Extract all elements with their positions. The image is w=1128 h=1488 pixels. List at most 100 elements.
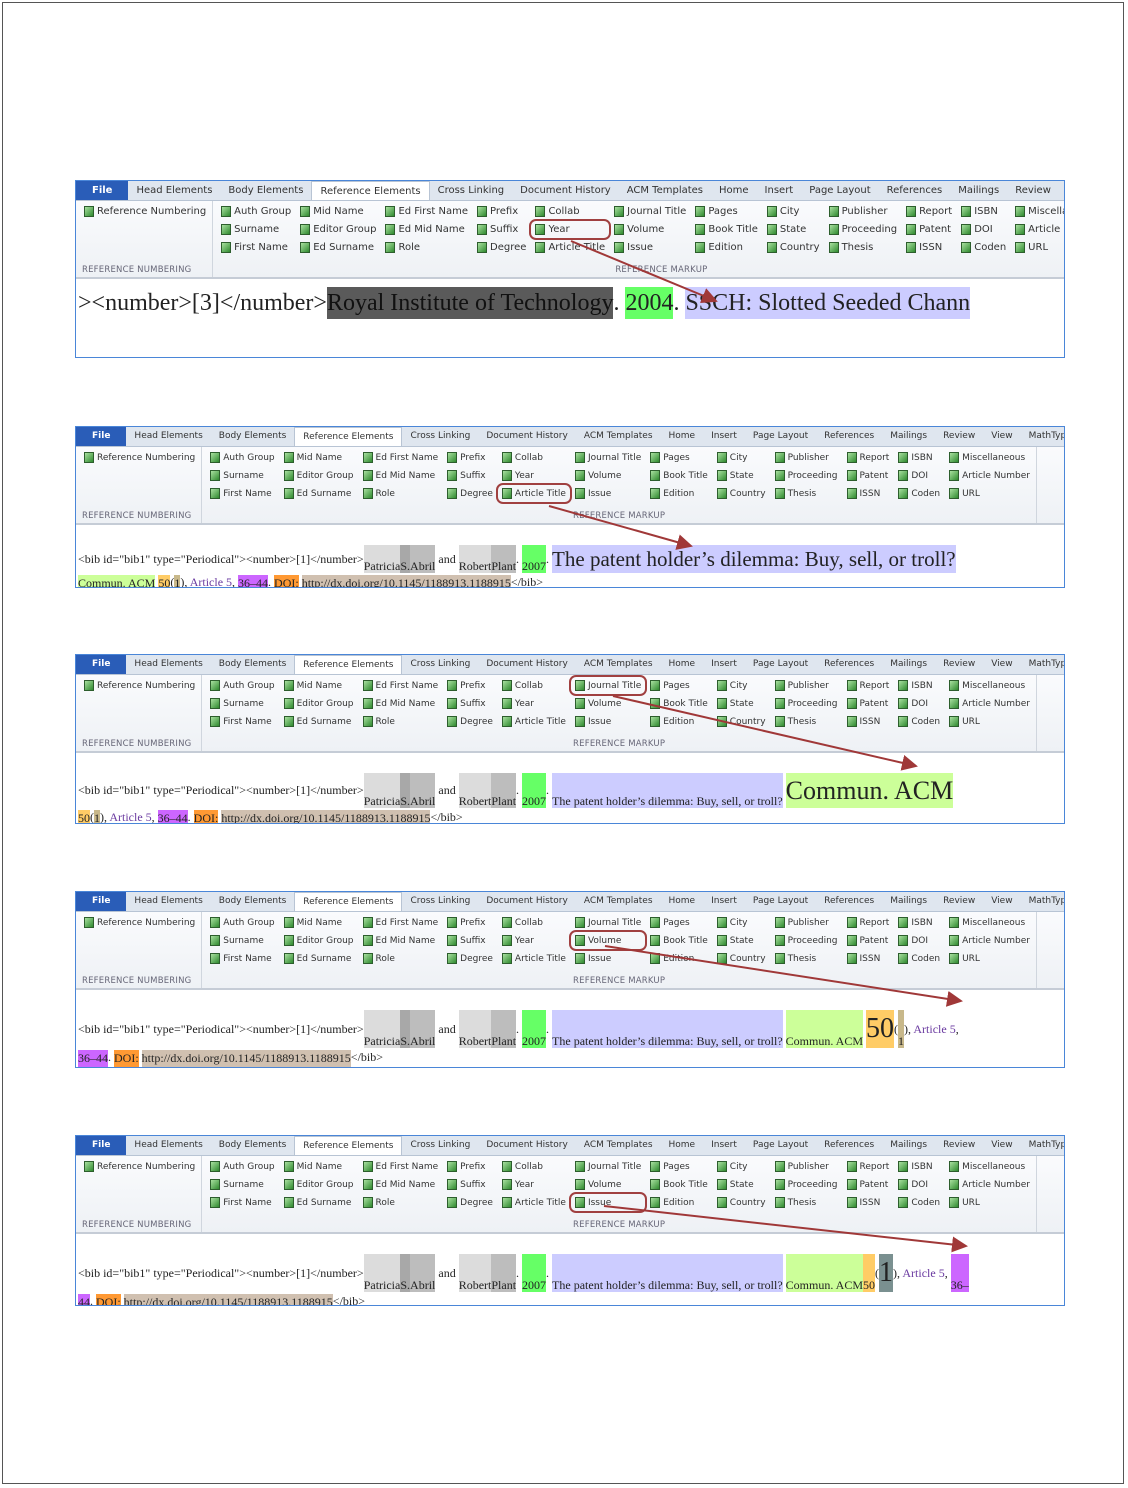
ed-first-name-button[interactable]: Ed First Name xyxy=(361,916,441,929)
tab-home[interactable]: Home xyxy=(668,659,696,669)
article-number-button[interactable]: Article Number xyxy=(947,1178,1032,1191)
tab-review[interactable]: Review xyxy=(943,431,976,441)
tab-acm-templates[interactable]: ACM Templates xyxy=(583,1140,653,1150)
tab-head-elements[interactable]: Head Elements xyxy=(134,1140,203,1150)
year-button[interactable]: Year xyxy=(500,1178,568,1191)
degree-button[interactable]: Degree xyxy=(445,487,495,500)
tab-mailings[interactable]: Mailings xyxy=(890,896,928,906)
patent-button[interactable]: Patent xyxy=(845,1178,892,1191)
tab-mathtype[interactable]: MathType xyxy=(1028,431,1064,441)
article-number-button[interactable]: Article Number xyxy=(947,934,1032,947)
auth-group-button[interactable]: Auth Group xyxy=(208,451,276,464)
edition-button[interactable]: Edition xyxy=(648,715,710,728)
issn-button[interactable]: ISSN xyxy=(845,715,892,728)
tab-file[interactable]: File xyxy=(76,427,127,446)
document-body[interactable]: <bib id="bib1" type="Periodical"><number… xyxy=(76,990,1064,1067)
thesis-button[interactable]: Thesis xyxy=(827,241,899,254)
tab-review[interactable]: Review xyxy=(943,896,976,906)
tab-reference-elements[interactable]: Reference Elements xyxy=(294,427,403,446)
pages-button[interactable]: Pages xyxy=(648,679,710,692)
volume-button[interactable]: Volume xyxy=(568,930,648,951)
document-body[interactable]: <bib id="bib1" type="Periodical"><number… xyxy=(76,525,1064,587)
volume-button[interactable]: Volume xyxy=(573,1178,643,1191)
suffix-button[interactable]: Suffix xyxy=(445,469,495,482)
country-button[interactable]: Country xyxy=(715,487,768,500)
edition-button[interactable]: Edition xyxy=(693,241,760,254)
role-button[interactable]: Role xyxy=(383,241,470,254)
pages-button[interactable]: Pages xyxy=(648,916,710,929)
tab-mathtype[interactable]: MathType xyxy=(1028,659,1064,669)
tab-body-elements[interactable]: Body Elements xyxy=(218,896,287,906)
tab-home[interactable]: Home xyxy=(668,431,696,441)
mid-name-button[interactable]: Mid Name xyxy=(298,205,378,218)
report-button[interactable]: Report xyxy=(845,916,892,929)
tab-insert[interactable]: Insert xyxy=(764,185,794,196)
miscellaneous-button[interactable]: Miscellaneous xyxy=(1013,205,1064,218)
article-title-button[interactable]: Article Title xyxy=(500,952,568,965)
issue-button[interactable]: Issue xyxy=(573,952,643,965)
degree-button[interactable]: Degree xyxy=(445,1196,495,1209)
publisher-button[interactable]: Publisher xyxy=(773,679,840,692)
auth-group-button[interactable]: Auth Group xyxy=(219,205,293,218)
ed-first-name-button[interactable]: Ed First Name xyxy=(361,451,441,464)
doi-button[interactable]: DOI xyxy=(896,934,942,947)
tab-mailings[interactable]: Mailings xyxy=(890,659,928,669)
ed-surname-button[interactable]: Ed Surname xyxy=(282,952,356,965)
prefix-button[interactable]: Prefix xyxy=(445,1160,495,1173)
isbn-button[interactable]: ISBN xyxy=(959,205,1008,218)
thesis-button[interactable]: Thesis xyxy=(773,715,840,728)
thesis-button[interactable]: Thesis xyxy=(773,1196,840,1209)
tab-mathtype[interactable]: MathType xyxy=(1028,1140,1064,1150)
proceeding-button[interactable]: Proceeding xyxy=(773,469,840,482)
book-title-button[interactable]: Book Title xyxy=(648,697,710,710)
journal-title-button[interactable]: Journal Title xyxy=(573,1160,643,1173)
ed-first-name-button[interactable]: Ed First Name xyxy=(361,1160,441,1173)
suffix-button[interactable]: Suffix xyxy=(475,223,528,236)
tab-references[interactable]: References xyxy=(824,659,875,669)
country-button[interactable]: Country xyxy=(715,715,768,728)
degree-button[interactable]: Degree xyxy=(475,241,528,254)
url-button[interactable]: URL xyxy=(947,952,1032,965)
isbn-button[interactable]: ISBN xyxy=(896,679,942,692)
publisher-button[interactable]: Publisher xyxy=(773,1160,840,1173)
publisher-button[interactable]: Publisher xyxy=(773,916,840,929)
tab-acm-templates[interactable]: ACM Templates xyxy=(583,896,653,906)
tab-head-elements[interactable]: Head Elements xyxy=(136,185,213,196)
url-button[interactable]: URL xyxy=(947,1196,1032,1209)
tab-home[interactable]: Home xyxy=(668,896,696,906)
first-name-button[interactable]: First Name xyxy=(208,1196,276,1209)
ed-surname-button[interactable]: Ed Surname xyxy=(282,1196,356,1209)
degree-button[interactable]: Degree xyxy=(445,715,495,728)
ed-mid-name-button[interactable]: Ed Mid Name xyxy=(361,1178,441,1191)
year-button[interactable]: Year xyxy=(500,934,568,947)
prefix-button[interactable]: Prefix xyxy=(445,916,495,929)
tab-head-elements[interactable]: Head Elements xyxy=(134,431,203,441)
miscellaneous-button[interactable]: Miscellaneous xyxy=(947,451,1032,464)
book-title-button[interactable]: Book Title xyxy=(648,934,710,947)
role-button[interactable]: Role xyxy=(361,1196,441,1209)
proceeding-button[interactable]: Proceeding xyxy=(773,934,840,947)
issn-button[interactable]: ISSN xyxy=(845,1196,892,1209)
url-button[interactable]: URL xyxy=(947,487,1032,500)
book-title-button[interactable]: Book Title xyxy=(648,469,710,482)
ed-mid-name-button[interactable]: Ed Mid Name xyxy=(361,934,441,947)
tab-view[interactable]: View xyxy=(991,659,1013,669)
reference-numbering-button[interactable]: Reference Numbering xyxy=(82,205,208,218)
tab-body-elements[interactable]: Body Elements xyxy=(218,659,287,669)
document-body[interactable]: <bib id="bib1" type="Periodical"><number… xyxy=(76,1234,1064,1305)
patent-button[interactable]: Patent xyxy=(904,223,954,236)
surname-button[interactable]: Surname xyxy=(208,469,276,482)
collab-button[interactable]: Collab xyxy=(500,451,568,464)
report-button[interactable]: Report xyxy=(845,1160,892,1173)
article-number-button[interactable]: Article Number xyxy=(1013,223,1064,236)
report-button[interactable]: Report xyxy=(845,679,892,692)
isbn-button[interactable]: ISBN xyxy=(896,451,942,464)
tab-review[interactable]: Review xyxy=(943,659,976,669)
document-body[interactable]: <bib id="bib1" type="Periodical"><number… xyxy=(76,753,1064,823)
pages-button[interactable]: Pages xyxy=(693,205,760,218)
tab-acm-templates[interactable]: ACM Templates xyxy=(583,431,653,441)
mid-name-button[interactable]: Mid Name xyxy=(282,679,356,692)
first-name-button[interactable]: First Name xyxy=(208,952,276,965)
city-button[interactable]: City xyxy=(715,451,768,464)
degree-button[interactable]: Degree xyxy=(445,952,495,965)
